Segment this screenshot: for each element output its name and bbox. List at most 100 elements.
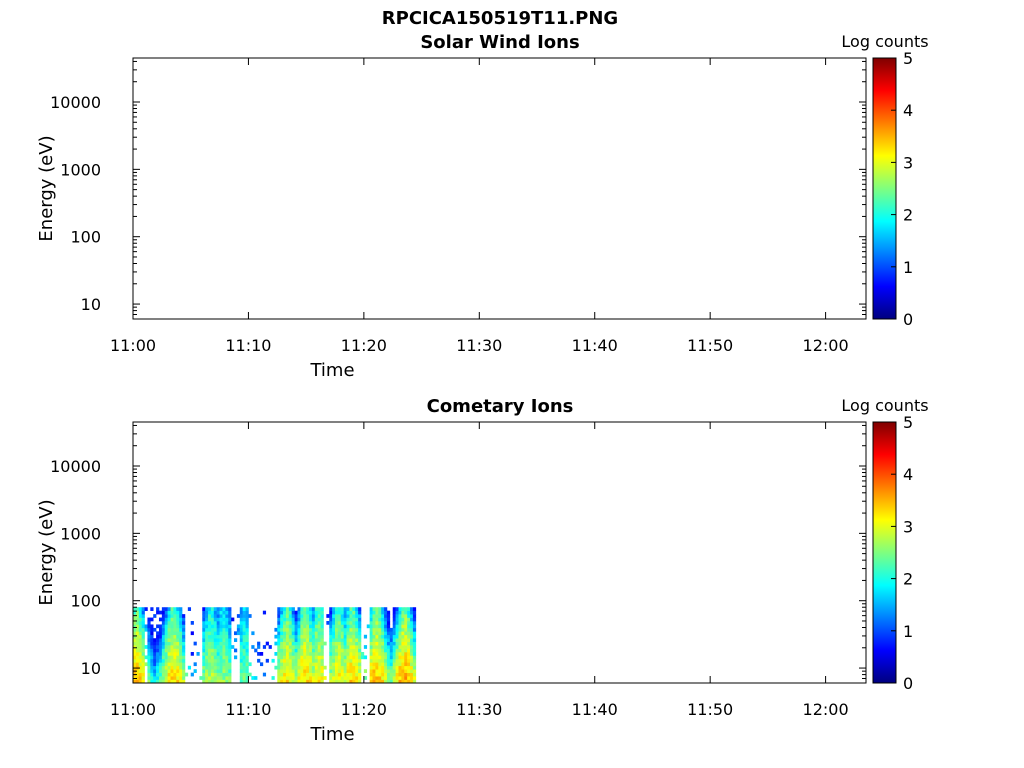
spectrogram-cell <box>274 634 278 639</box>
spectrogram-cell <box>404 662 408 667</box>
spectrogram-cell <box>141 607 145 611</box>
spectrogram-cell <box>337 607 342 611</box>
spectrogram-cell <box>176 648 180 653</box>
spectrogram-cell <box>179 624 183 629</box>
spectrogram-cell <box>182 624 186 629</box>
spectrogram-cell <box>340 627 344 632</box>
spectrogram-cell <box>280 679 284 684</box>
spectrogram-cell <box>176 669 180 673</box>
spectrogram-cell <box>135 655 140 660</box>
spectrogram-cell <box>225 638 229 642</box>
spectrogram-cell <box>213 624 217 629</box>
spectrogram-cell <box>285 665 290 670</box>
spectrogram-cell <box>306 627 310 632</box>
spectrogram-cell <box>245 634 249 639</box>
spectrogram-cell <box>375 621 379 625</box>
spectrogram-cell <box>346 607 350 611</box>
spectrogram-cell <box>225 648 229 653</box>
spectrogram-cell <box>375 655 379 660</box>
spectrogram-cell <box>311 658 316 663</box>
spectrogram-cell <box>222 627 226 632</box>
spectrogram-cell <box>335 679 339 684</box>
spectrogram-cell <box>285 634 290 639</box>
spectrogram-cell <box>358 638 362 642</box>
cometary-x-tick-label: 11:20 <box>341 700 387 719</box>
spectrogram-cell <box>222 676 226 680</box>
spectrogram-cell <box>358 676 362 680</box>
spectrogram-cell <box>228 627 232 632</box>
spectrogram-cell <box>384 624 388 629</box>
spectrogram-cell <box>358 631 362 636</box>
spectrogram-cell <box>317 641 321 646</box>
spectrogram-cell <box>291 669 295 673</box>
spectrogram-cell <box>407 617 411 622</box>
spectrogram-cell <box>360 652 365 656</box>
spectrogram-cell <box>329 669 333 673</box>
spectrogram-cell <box>346 631 350 636</box>
spectrogram-cell <box>352 607 356 611</box>
spectrogram-cell <box>153 658 157 663</box>
spectrogram-cell <box>375 627 379 632</box>
spectrogram-cell <box>314 652 318 656</box>
spectrogram-cell <box>133 631 137 636</box>
spectrogram-cell <box>288 662 293 667</box>
spectrogram-cell <box>245 655 249 660</box>
spectrogram-cell <box>288 669 293 673</box>
spectrogram-cell <box>401 645 405 649</box>
spectrogram-cell <box>349 621 353 625</box>
spectrogram-cell <box>392 634 396 639</box>
spectrogram-cell <box>335 621 339 625</box>
spectrogram-cell <box>179 658 183 663</box>
spectrogram-cell <box>210 665 215 670</box>
spectrogram-cell <box>395 617 399 622</box>
spectrogram-cell <box>274 652 278 656</box>
spectrogram-cell <box>369 669 373 673</box>
spectrogram-cell <box>179 676 183 680</box>
spectrogram-cell <box>239 676 243 680</box>
spectrogram-cell <box>147 617 151 622</box>
spectrogram-cell <box>245 621 249 625</box>
spectrogram-cell <box>392 607 396 611</box>
spectrogram-cell <box>378 617 382 622</box>
spectrogram-cell <box>164 672 168 677</box>
spectrogram-cell <box>303 610 307 615</box>
spectrogram-cell <box>213 648 217 653</box>
spectrogram-cell <box>190 652 194 656</box>
spectrogram-cell <box>314 624 318 629</box>
spectrogram-cell <box>193 662 197 667</box>
spectrogram-cell <box>300 676 304 680</box>
spectrogram-cell <box>277 658 281 663</box>
spectrogram-cell <box>182 679 186 684</box>
spectrogram-cell <box>335 652 339 656</box>
spectrogram-cell <box>309 676 313 680</box>
spectrogram-cell <box>355 634 359 639</box>
spectrogram-cell <box>173 665 177 670</box>
spectrogram-cell <box>335 648 339 653</box>
spectrogram-cell <box>306 658 310 663</box>
spectrogram-cell <box>372 624 376 629</box>
spectrogram-cell <box>407 665 411 670</box>
spectrogram-cell <box>176 658 180 663</box>
spectrogram-cell <box>187 665 192 670</box>
spectrogram-cell <box>213 645 217 649</box>
spectrogram-cell <box>297 679 301 684</box>
spectrogram-cell <box>352 621 356 625</box>
spectrogram-cell <box>329 641 333 646</box>
spectrogram-cell <box>245 627 249 632</box>
spectrogram-cell <box>283 614 287 618</box>
spectrogram-cell <box>311 627 316 632</box>
spectrogram-cell <box>404 627 408 632</box>
spectrogram-cell <box>381 655 385 660</box>
spectrogram-cell <box>340 672 344 677</box>
spectrogram-cell <box>167 672 171 677</box>
spectrogram-cell <box>358 614 362 618</box>
spectrogram-cell <box>153 641 157 646</box>
spectrogram-cell <box>280 669 284 673</box>
spectrogram-cell <box>234 655 238 660</box>
spectrogram-cell <box>337 627 342 632</box>
spectrogram-cell <box>352 669 356 673</box>
spectrogram-cell <box>401 648 405 653</box>
spectrogram-cell <box>161 641 166 646</box>
spectrogram-cell <box>153 614 157 618</box>
spectrogram-cell <box>297 669 301 673</box>
